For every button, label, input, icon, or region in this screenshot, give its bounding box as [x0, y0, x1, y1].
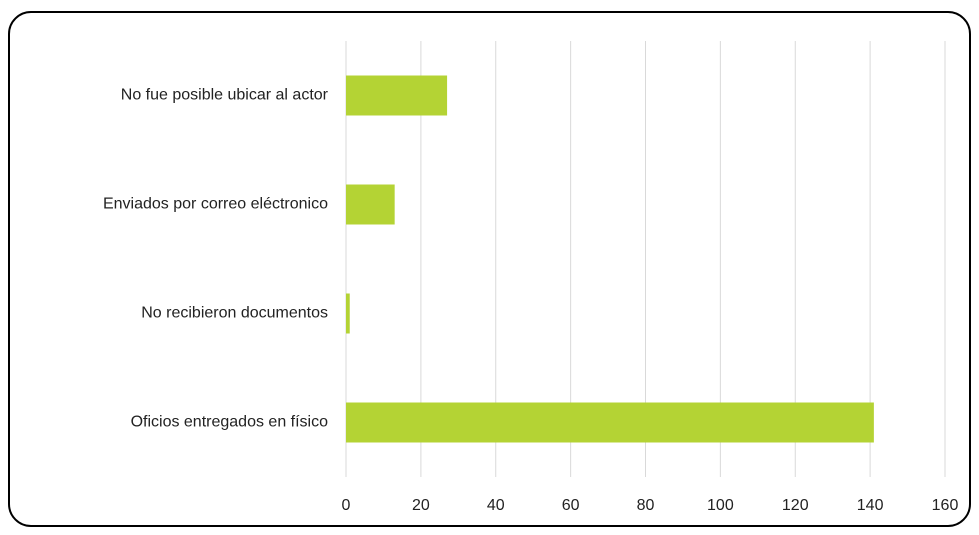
chart-frame — [8, 11, 971, 527]
x-tick-label: 60 — [562, 497, 580, 514]
y-tick-label: Oficios entregados en físico — [131, 414, 329, 431]
y-tick-label: No recibieron documentos — [141, 305, 328, 322]
bar — [346, 184, 395, 225]
x-tick-label: 160 — [932, 497, 959, 514]
y-tick-label: No fue posible ubicar al actor — [121, 87, 329, 104]
bar — [346, 75, 448, 116]
bar — [346, 293, 350, 334]
x-tick-label: 40 — [487, 497, 505, 514]
x-tick-label: 100 — [707, 497, 734, 514]
bar — [346, 402, 874, 443]
x-tick-label: 20 — [412, 497, 430, 514]
x-tick-label: 140 — [857, 497, 884, 514]
x-tick-label: 120 — [782, 497, 809, 514]
y-tick-label: Enviados por correo eléctronico — [103, 196, 328, 213]
x-tick-label: 0 — [342, 497, 351, 514]
x-tick-label: 80 — [637, 497, 655, 514]
